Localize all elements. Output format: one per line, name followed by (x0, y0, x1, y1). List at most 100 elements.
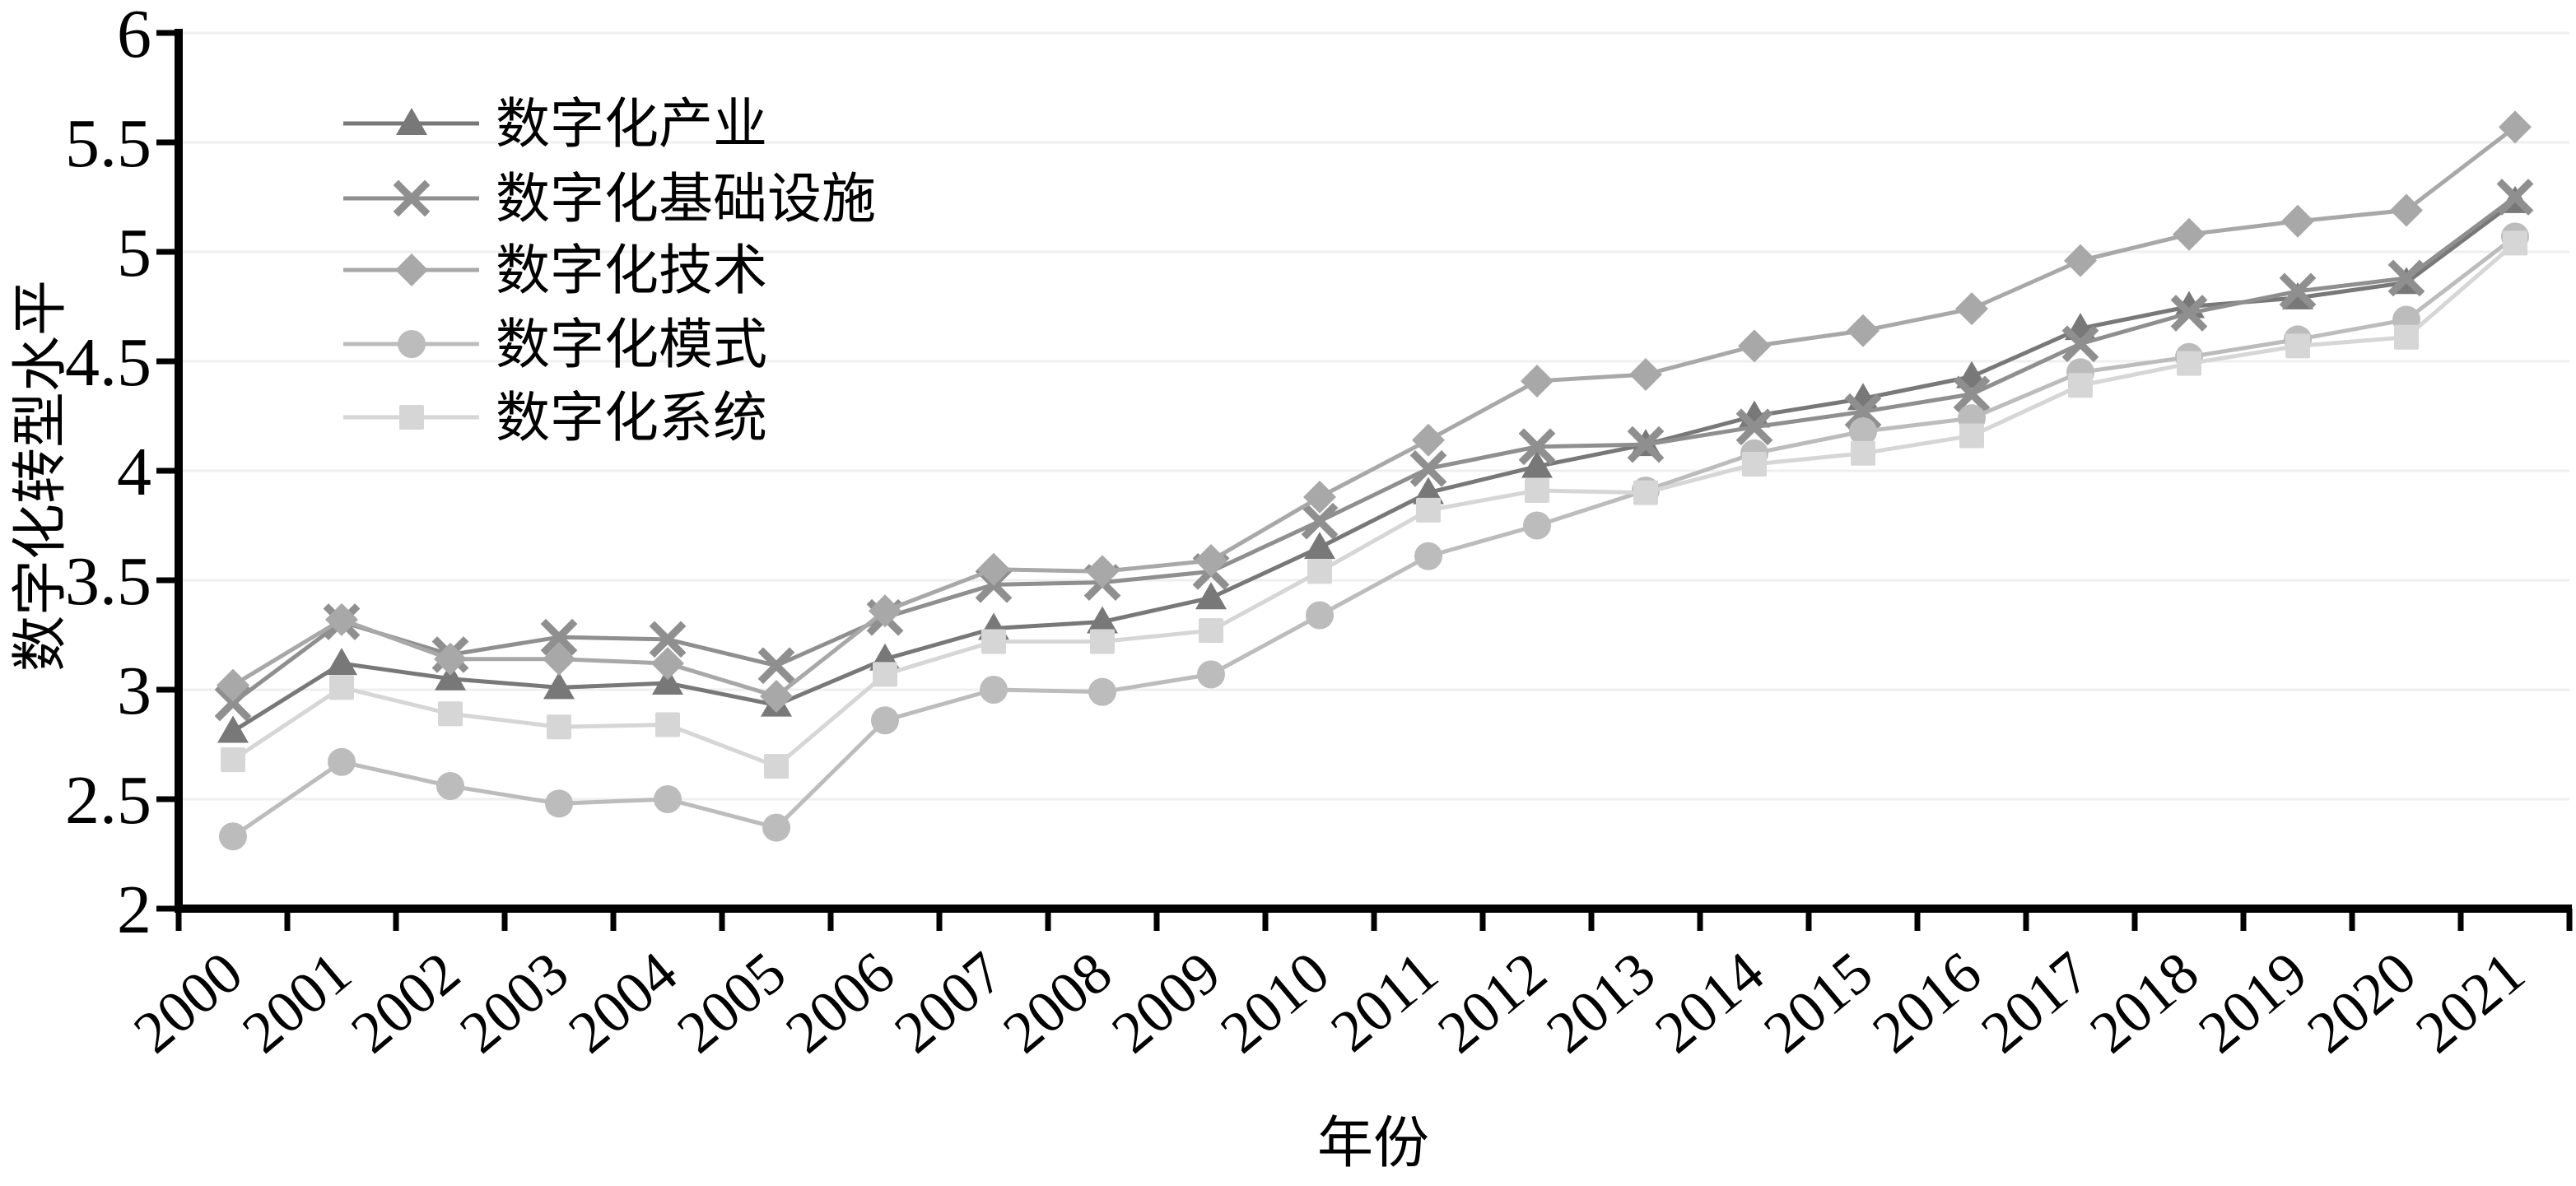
data-point-infrastructure (2279, 272, 2317, 310)
y-tick-label: 5.5 (65, 105, 151, 182)
data-point-infrastructure (1301, 502, 1339, 540)
data-point-system (2177, 351, 2201, 376)
data-point-mode (1197, 660, 1225, 689)
x-tick-label: 2003 (448, 939, 581, 1066)
x-tick-label: 2005 (665, 939, 799, 1066)
data-point-infrastructure (2170, 295, 2208, 332)
x-tick-label: 2000 (122, 939, 255, 1066)
data-point-technology (217, 668, 249, 702)
data-point-technology (1521, 364, 1554, 398)
data-point-mode (1088, 677, 1116, 706)
data-point-technology (2173, 217, 2206, 251)
data-point-system (1742, 452, 1767, 477)
x-tick-label: 2011 (1319, 939, 1451, 1064)
data-point-system (2503, 230, 2527, 256)
data-point-industry (1413, 477, 1444, 505)
data-point-infrastructure (757, 647, 795, 685)
data-point-technology (2281, 204, 2314, 238)
data-point-system (438, 701, 463, 727)
data-point-industry (217, 715, 249, 743)
data-point-technology (543, 642, 575, 676)
legend-item-industry: 数字化产业 (343, 95, 767, 155)
data-point-infrastructure (1953, 375, 1991, 413)
legend-item-technology: 数字化技术 (343, 241, 767, 301)
data-point-system (1851, 440, 1875, 466)
data-point-industry (543, 672, 575, 700)
legend-item-label: 数字化系统 (496, 388, 767, 449)
legend-marker-square-icon (399, 405, 424, 430)
data-point-industry (1087, 606, 1118, 634)
legend-marker-triangle-icon (396, 108, 427, 135)
x-tick-label: 2006 (774, 939, 907, 1066)
data-point-infrastructure (1844, 393, 1882, 430)
x-tick-label: 2010 (1209, 939, 1342, 1066)
data-point-technology (1303, 480, 1336, 514)
data-point-technology (977, 552, 1010, 586)
data-point-mode (436, 772, 464, 801)
series-line-technology (231, 125, 2517, 699)
series-technology (217, 110, 2532, 713)
data-point-technology (2390, 193, 2423, 227)
legend-marker-circle-icon (398, 330, 426, 358)
data-point-infrastructure (2061, 325, 2099, 363)
y-tick-label: 5 (117, 215, 151, 291)
x-tick-label: 2020 (2295, 939, 2429, 1066)
data-point-system (655, 712, 680, 737)
x-tick-label: 2021 (2404, 939, 2537, 1066)
x-tick-label: 2013 (1535, 939, 1668, 1066)
data-point-system (873, 662, 897, 687)
legend-item-label: 数字化产业 (496, 95, 767, 155)
legend-item-label: 数字化模式 (496, 315, 767, 375)
data-point-industry (1304, 532, 1335, 560)
data-point-mode (980, 676, 1008, 704)
legend-item-infrastructure: 数字化基础设施 (343, 170, 876, 230)
data-point-industry (326, 648, 357, 676)
y-tick-label: 2.5 (65, 762, 151, 839)
data-point-infrastructure (1409, 449, 1447, 487)
x-tick-label: 2012 (1426, 939, 1559, 1066)
data-point-system (1090, 629, 1115, 654)
data-point-technology (1955, 292, 1988, 326)
data-point-system (2068, 373, 2093, 398)
data-point-mode (1306, 601, 1334, 630)
x-tick-label: 2002 (339, 939, 473, 1066)
data-point-industry (1195, 582, 1227, 610)
data-point-infrastructure (1518, 428, 1556, 466)
data-point-technology (651, 647, 684, 681)
x-tick-label: 2009 (1100, 939, 1233, 1066)
data-point-system (1307, 559, 1332, 584)
data-point-system (1199, 618, 1223, 644)
series-line-industry (231, 199, 2517, 733)
data-point-infrastructure (2387, 259, 2425, 297)
series-line-mode (231, 235, 2517, 839)
data-point-infrastructure (2496, 179, 2534, 216)
x-tick-label: 2004 (557, 939, 690, 1066)
data-point-system (221, 747, 245, 773)
data-point-infrastructure (540, 618, 578, 656)
legend-item-mode: 数字化模式 (343, 315, 767, 375)
data-point-technology (1195, 544, 1227, 578)
x-tick-label: 2015 (1752, 939, 1885, 1066)
data-point-industry (1521, 450, 1553, 478)
data-point-technology (325, 602, 358, 636)
x-tick-label: 2008 (991, 939, 1125, 1066)
data-point-mode (328, 747, 356, 776)
data-point-mode (762, 813, 790, 842)
series-line-system (231, 241, 2517, 769)
data-point-infrastructure (1627, 426, 1665, 463)
y-tick-label: 6 (117, 0, 151, 72)
data-point-system (329, 675, 354, 700)
data-point-technology (1629, 357, 1662, 391)
data-point-mode (871, 706, 899, 735)
data-point-technology (1847, 314, 1880, 347)
data-point-system (1416, 497, 1441, 523)
x-tick-label: 2019 (2187, 939, 2320, 1066)
x-tick-label: 2018 (2078, 939, 2211, 1066)
axes-layer: 65.554.543.532.5220002001200220032004200… (65, 0, 2573, 1066)
legend-marker-x-icon (393, 179, 431, 217)
data-point-technology (2064, 244, 2097, 277)
data-point-mode (1849, 417, 1877, 446)
